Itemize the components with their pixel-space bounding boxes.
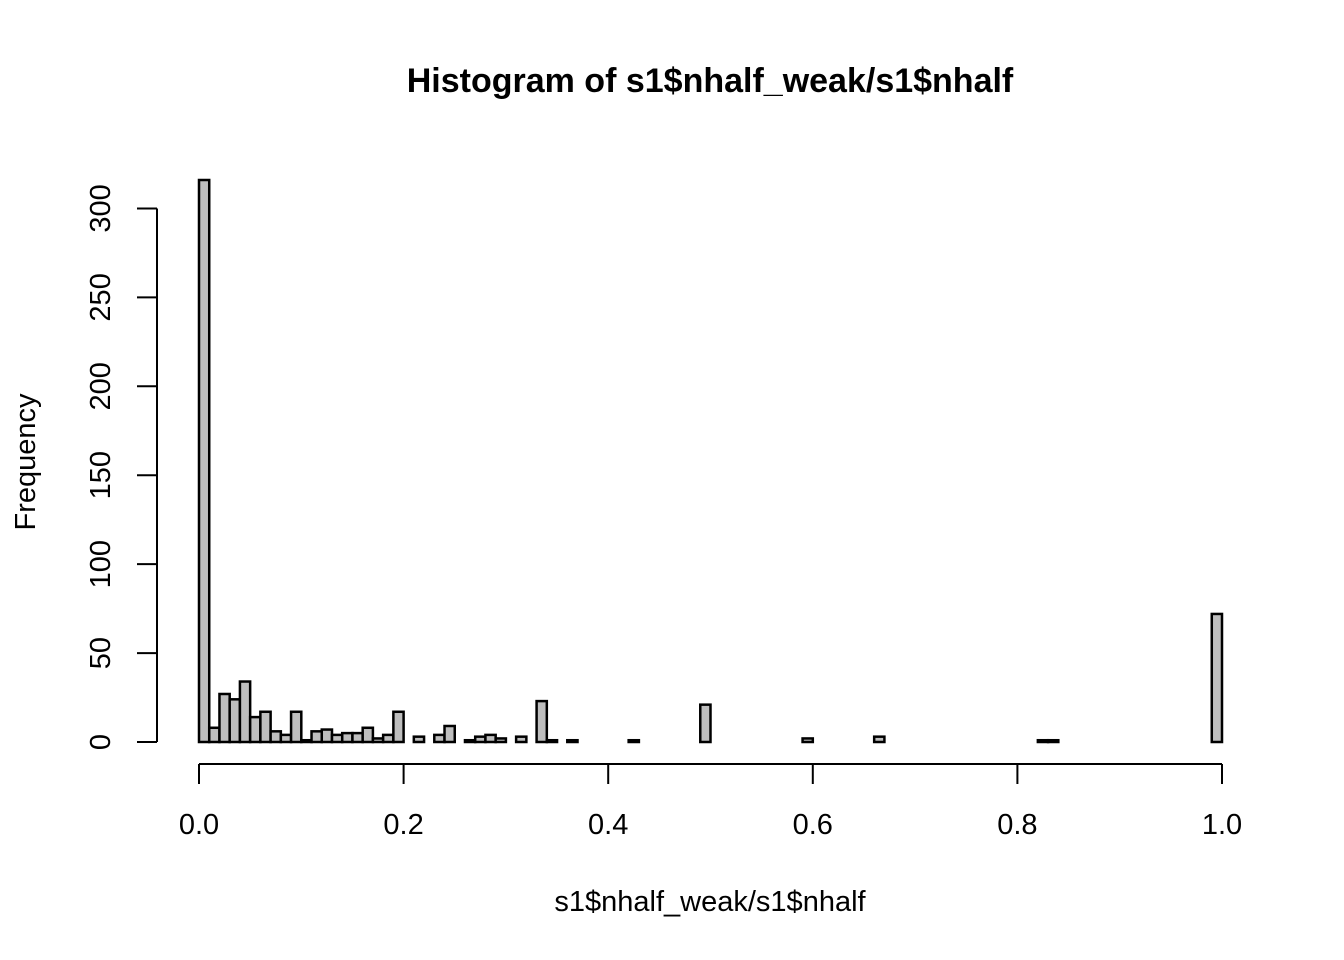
histogram-bar bbox=[699, 703, 712, 744]
histogram-bar bbox=[381, 733, 395, 744]
x-tick-label: 0.6 bbox=[793, 809, 833, 841]
x-axis: 0.0 0.2 0.4 0.6 0.8 1.0 bbox=[179, 763, 1242, 841]
chart-title: Histogram of s1$nhalf_weak/s1$nhalf bbox=[407, 62, 1014, 100]
histogram-bar bbox=[484, 733, 497, 744]
histogram-bar bbox=[340, 731, 354, 744]
histogram-bar bbox=[463, 738, 477, 744]
histogram-bar bbox=[627, 738, 641, 744]
histogram-bar bbox=[320, 728, 334, 744]
x-axis-label: s1$nhalf_weak/s1$nhalf bbox=[554, 886, 866, 918]
histogram-bar bbox=[361, 726, 375, 744]
histogram-bar bbox=[1210, 612, 1224, 744]
histogram-bar bbox=[197, 178, 211, 744]
histogram-bar bbox=[259, 710, 272, 744]
histogram-bar bbox=[207, 726, 221, 744]
y-tick-label: 0 bbox=[85, 734, 117, 750]
histogram-bar bbox=[473, 735, 487, 744]
histogram-bar bbox=[228, 698, 242, 744]
histogram-bar bbox=[300, 738, 313, 744]
histogram-bar bbox=[218, 692, 231, 744]
histogram-bar bbox=[269, 730, 283, 744]
histogram-bar bbox=[872, 735, 886, 744]
y-tick-label: 100 bbox=[85, 540, 117, 588]
y-axis: 0 50 100 150 200 250 300 bbox=[85, 184, 158, 750]
histogram-bar bbox=[279, 733, 293, 744]
histogram-bar bbox=[545, 738, 559, 744]
y-tick-label: 250 bbox=[85, 273, 117, 321]
histogram-bar bbox=[514, 735, 528, 744]
histogram-bar bbox=[330, 733, 344, 744]
y-tick-label: 50 bbox=[85, 637, 117, 669]
x-tick-label: 0.2 bbox=[383, 809, 423, 841]
y-tick-label: 150 bbox=[85, 451, 117, 499]
histogram-bar bbox=[535, 699, 549, 744]
histogram-bar bbox=[801, 737, 815, 744]
histogram-bar bbox=[351, 731, 364, 744]
y-axis-label: Frequency bbox=[10, 393, 42, 531]
histogram-bar bbox=[371, 737, 385, 744]
histogram-bar bbox=[412, 735, 426, 744]
histogram-bar bbox=[392, 710, 405, 744]
y-tick-label: 200 bbox=[85, 362, 117, 410]
histogram-bar bbox=[443, 724, 456, 744]
histogram-bar bbox=[289, 710, 303, 744]
x-tick-label: 0.0 bbox=[179, 809, 219, 841]
histogram-bars bbox=[197, 178, 1224, 744]
histogram-bar bbox=[494, 737, 508, 744]
histogram-bar bbox=[1046, 738, 1060, 744]
histogram-bar bbox=[1036, 738, 1050, 744]
x-tick-label: 0.8 bbox=[997, 809, 1037, 841]
histogram-bar bbox=[433, 733, 446, 744]
histogram-bar bbox=[238, 680, 252, 744]
x-tick-label: 0.4 bbox=[588, 809, 628, 841]
histogram-bar bbox=[566, 738, 579, 744]
x-tick-label: 1.0 bbox=[1202, 809, 1242, 841]
histogram-bar bbox=[310, 730, 324, 744]
y-tick-label: 300 bbox=[85, 184, 117, 232]
histogram-bar bbox=[248, 715, 262, 744]
